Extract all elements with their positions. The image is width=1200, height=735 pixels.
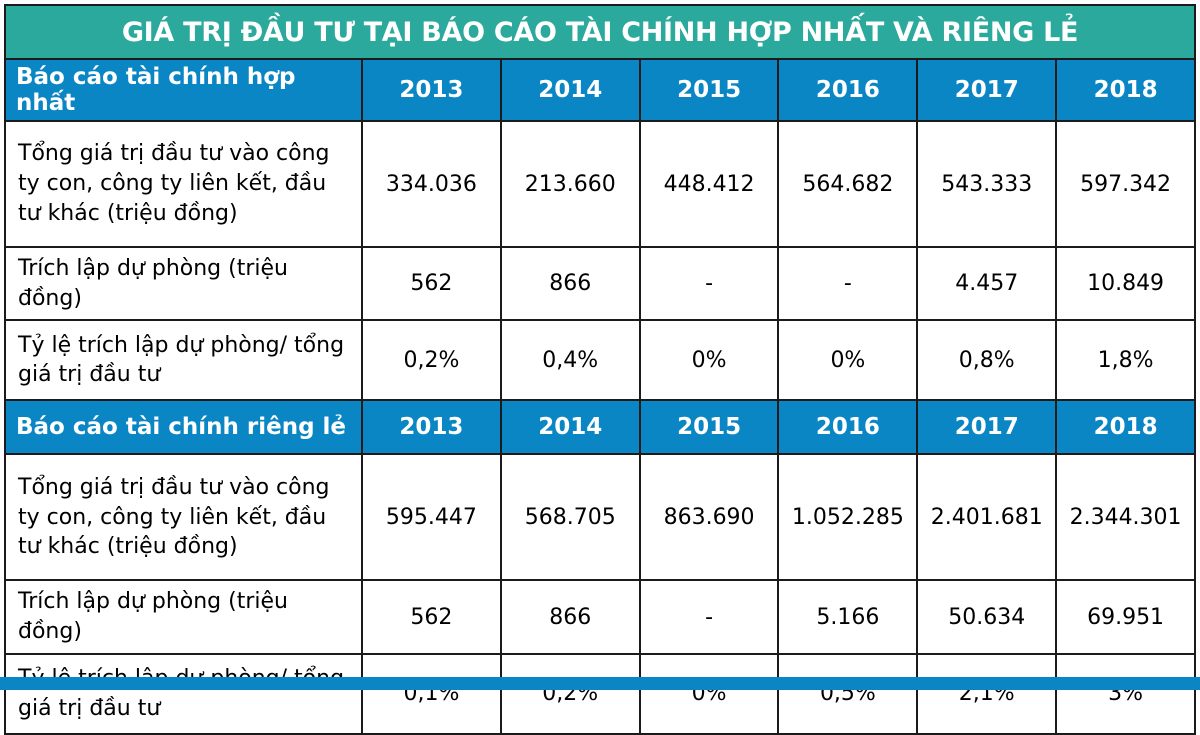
value-cell: 2.401.681 [916, 453, 1058, 582]
value-cell: 448.412 [638, 120, 780, 248]
year-header: 2014 [499, 58, 641, 122]
value-cell: 10.849 [1055, 245, 1196, 322]
value-cell: 0,2% [499, 652, 641, 735]
year-header: 2015 [638, 58, 780, 122]
value-cell: 2,1% [916, 652, 1058, 735]
value-cell: 866 [499, 579, 641, 655]
table-row: Tỷ lệ trích lập dự phòng/ tổng giá trị đ… [4, 652, 1196, 735]
year-header: 2015 [638, 399, 780, 456]
value-cell: 213.660 [499, 120, 641, 248]
row-label: Tỷ lệ trích lập dự phòng/ tổng giá trị đ… [4, 319, 363, 402]
section-header-row-consolidated: Báo cáo tài chính hợp nhất 2013 2014 201… [4, 58, 1196, 122]
value-cell: 0,5% [777, 652, 919, 735]
value-cell: 0% [638, 652, 780, 735]
row-label: Tỷ lệ trích lập dự phòng/ tổng giá trị đ… [4, 652, 363, 735]
section-2-header: Báo cáo tài chính riêng lẻ [4, 399, 363, 456]
value-cell: 562 [361, 579, 502, 655]
table-row: Tổng giá trị đầu tư vào công ty con, côn… [4, 120, 1196, 248]
value-cell: 0% [638, 319, 780, 402]
value-cell: 69.951 [1055, 579, 1196, 655]
row-label: Trích lập dự phòng (triệu đồng) [4, 579, 363, 655]
investment-table: GIÁ TRỊ ĐẦU TƯ TẠI BÁO CÁO TÀI CHÍNH HỢP… [4, 4, 1196, 735]
year-header: 2017 [916, 58, 1058, 122]
value-cell: 2.344.301 [1055, 453, 1196, 582]
value-cell: - [638, 245, 780, 322]
title-row: GIÁ TRỊ ĐẦU TƯ TẠI BÁO CÁO TÀI CHÍNH HỢP… [4, 4, 1196, 60]
value-cell: 0,1% [361, 652, 502, 735]
footer-accent-bar [0, 677, 1200, 690]
value-cell: 863.690 [638, 453, 780, 582]
value-cell: 3% [1055, 652, 1196, 735]
year-header: 2018 [1055, 58, 1196, 122]
year-header: 2013 [361, 58, 502, 122]
row-label: Tổng giá trị đầu tư vào công ty con, côn… [4, 120, 363, 248]
table-row: Trích lập dự phòng (triệu đồng) 562 866 … [4, 579, 1196, 655]
year-header: 2016 [777, 399, 919, 456]
year-header: 2016 [777, 58, 919, 122]
table-row: Trích lập dự phòng (triệu đồng) 562 866 … [4, 245, 1196, 322]
value-cell: 1.052.285 [777, 453, 919, 582]
year-header: 2018 [1055, 399, 1196, 456]
year-header: 2017 [916, 399, 1058, 456]
value-cell: 5.166 [777, 579, 919, 655]
table-row: Tỷ lệ trích lập dự phòng/ tổng giá trị đ… [4, 319, 1196, 402]
row-label: Tổng giá trị đầu tư vào công ty con, côn… [4, 453, 363, 582]
value-cell: 50.634 [916, 579, 1058, 655]
year-header: 2013 [361, 399, 502, 456]
value-cell: 334.036 [361, 120, 502, 248]
value-cell: 0,4% [499, 319, 641, 402]
value-cell: 568.705 [499, 453, 641, 582]
section-header-row-separate: Báo cáo tài chính riêng lẻ 2013 2014 201… [4, 399, 1196, 456]
investment-table-wrapper: GIÁ TRỊ ĐẦU TƯ TẠI BÁO CÁO TÀI CHÍNH HỢP… [4, 4, 1196, 735]
value-cell: 0% [777, 319, 919, 402]
value-cell: 866 [499, 245, 641, 322]
value-cell: 597.342 [1055, 120, 1196, 248]
value-cell: 562 [361, 245, 502, 322]
value-cell: 543.333 [916, 120, 1058, 248]
value-cell: 4.457 [916, 245, 1058, 322]
row-label: Trích lập dự phòng (triệu đồng) [4, 245, 363, 322]
value-cell: - [638, 579, 780, 655]
value-cell: 0,2% [361, 319, 502, 402]
table-row: Tổng giá trị đầu tư vào công ty con, côn… [4, 453, 1196, 582]
year-header: 2014 [499, 399, 641, 456]
value-cell: 564.682 [777, 120, 919, 248]
value-cell: 595.447 [361, 453, 502, 582]
value-cell: 1,8% [1055, 319, 1196, 402]
table-title: GIÁ TRỊ ĐẦU TƯ TẠI BÁO CÁO TÀI CHÍNH HỢP… [4, 4, 1196, 60]
value-cell: - [777, 245, 919, 322]
section-1-header: Báo cáo tài chính hợp nhất [4, 58, 363, 122]
value-cell: 0,8% [916, 319, 1058, 402]
